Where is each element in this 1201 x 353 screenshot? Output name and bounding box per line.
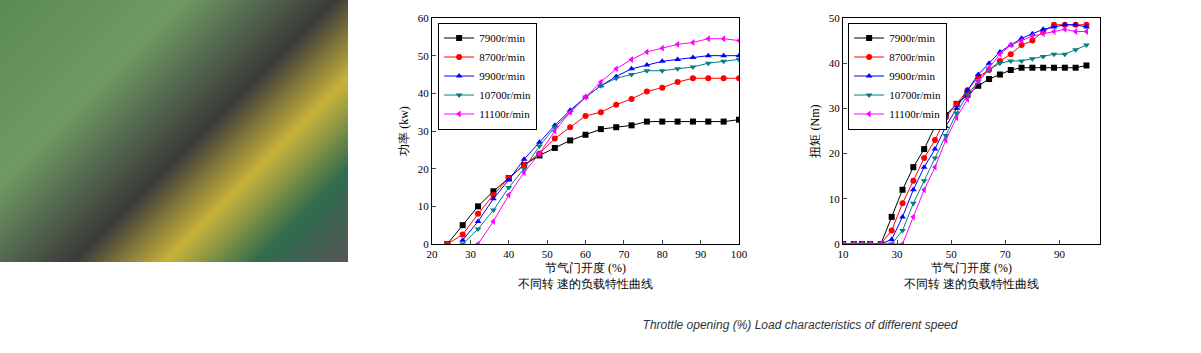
svg-text:90: 90 bbox=[1054, 248, 1066, 260]
svg-text:70: 70 bbox=[1000, 248, 1012, 260]
svg-text:9900r/min: 9900r/min bbox=[889, 70, 935, 82]
svg-text:50: 50 bbox=[829, 12, 841, 24]
svg-text:功率 (kw): 功率 (kw) bbox=[397, 106, 411, 156]
svg-text:50: 50 bbox=[542, 248, 554, 260]
svg-text:60: 60 bbox=[418, 12, 430, 24]
svg-text:30: 30 bbox=[892, 248, 904, 260]
svg-text:100: 100 bbox=[731, 248, 748, 260]
svg-text:11100r/min: 11100r/min bbox=[479, 108, 530, 120]
svg-text:60: 60 bbox=[580, 248, 592, 260]
svg-text:节气门开度 (%)不同转 速的负载特性曲线: 节气门开度 (%)不同转 速的负载特性曲线 bbox=[904, 261, 1039, 291]
svg-text:20: 20 bbox=[418, 163, 430, 175]
svg-text:8700r/min: 8700r/min bbox=[479, 51, 525, 63]
svg-text:8700r/min: 8700r/min bbox=[889, 51, 935, 63]
svg-text:90: 90 bbox=[695, 248, 707, 260]
svg-text:30: 30 bbox=[418, 125, 430, 137]
svg-text:80: 80 bbox=[657, 248, 669, 260]
svg-text:7900r/min: 7900r/min bbox=[889, 32, 935, 44]
svg-text:10700r/min: 10700r/min bbox=[889, 89, 941, 101]
html-text:Throttle opening (%) Load char: Throttle opening (%) Load characteristic… bbox=[642, 318, 958, 332]
svg-text:10700r/min: 10700r/min bbox=[479, 89, 531, 101]
svg-text:40: 40 bbox=[503, 248, 515, 260]
svg-text:50: 50 bbox=[418, 50, 430, 62]
svg-text:扭矩 (Nm): 扭矩 (Nm) bbox=[808, 105, 822, 158]
svg-text:70: 70 bbox=[618, 248, 630, 260]
svg-text:50: 50 bbox=[946, 248, 958, 260]
svg-text:10: 10 bbox=[838, 248, 850, 260]
svg-text:20: 20 bbox=[829, 147, 841, 159]
svg-text:0: 0 bbox=[423, 238, 429, 250]
svg-text:9900r/min: 9900r/min bbox=[479, 70, 525, 82]
svg-text:节气门开度 (%)不同转 速的负载特性曲线: 节气门开度 (%)不同转 速的负载特性曲线 bbox=[518, 261, 653, 291]
svg-text:40: 40 bbox=[829, 57, 841, 69]
svg-text:40: 40 bbox=[418, 87, 430, 99]
svg-text:11100r/min: 11100r/min bbox=[889, 108, 940, 120]
svg-text:0: 0 bbox=[834, 238, 840, 250]
svg-text:10: 10 bbox=[418, 200, 430, 212]
svg-text:30: 30 bbox=[829, 102, 841, 114]
svg-text:30: 30 bbox=[465, 248, 477, 260]
svg-text:7900r/min: 7900r/min bbox=[479, 32, 525, 44]
svg-text:10: 10 bbox=[829, 193, 841, 205]
svg-text:20: 20 bbox=[427, 248, 439, 260]
